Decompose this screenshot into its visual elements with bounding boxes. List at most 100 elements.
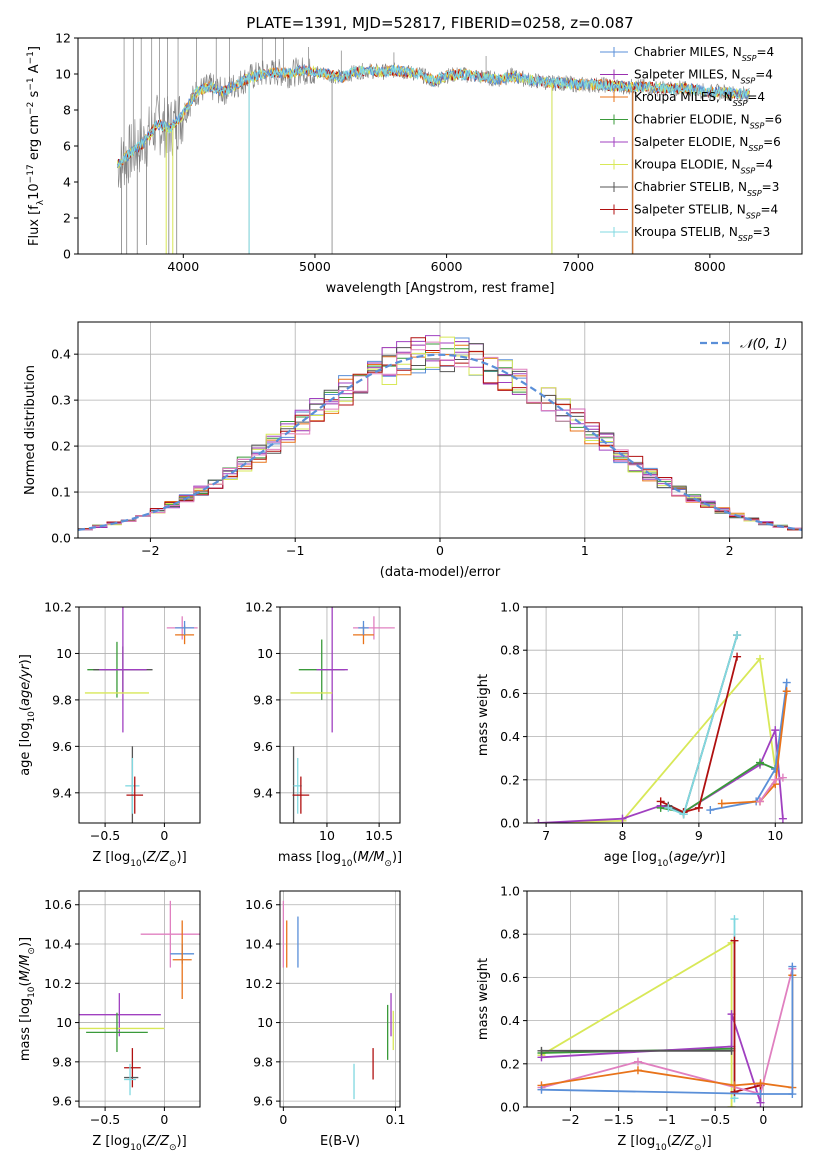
age_vs_mass-ytick-label: 10 bbox=[257, 646, 273, 661]
spectrum-model-line bbox=[117, 63, 750, 168]
weight_vs_age-plot-area bbox=[534, 631, 791, 823]
age_vs_mass-ytick-label: 9.6 bbox=[253, 739, 273, 754]
weight_vs_Z-frame bbox=[526, 890, 803, 1108]
weight_vs_age-ytick-label: 0.0 bbox=[500, 816, 520, 831]
residuals-xtick-label: −1 bbox=[286, 543, 304, 558]
legend-label: Salpeter STELIB, NSSP=4 bbox=[634, 203, 778, 221]
normal-legend-label: 𝒩(0, 1) bbox=[740, 337, 787, 352]
weight_vs_age-frame bbox=[526, 606, 803, 824]
age_vs_Z-xtick-label: −0.5 bbox=[90, 828, 120, 843]
age_vs_Z-ylabel: age [log10(age/yr)] bbox=[18, 654, 37, 776]
residuals-panel: −2 −1 0 1 2 0.0 0.1 0.2 0.3 0.4 (data-model)/error… bbox=[23, 321, 803, 580]
weight-series bbox=[541, 941, 733, 1107]
age_vs_mass-frame bbox=[279, 606, 401, 824]
weight-marker bbox=[534, 819, 543, 823]
mass_vs_ebv-xlabel: E(B-V) bbox=[320, 1134, 360, 1149]
weight-marker bbox=[664, 803, 673, 812]
weight_vs_age-ylabel: mass weight bbox=[476, 674, 491, 756]
mass_vs_Z-ytick-label: 10.4 bbox=[44, 937, 72, 952]
weight_vs_Z-ytick-label: 0.6 bbox=[500, 970, 520, 985]
residuals-xtick-label: 2 bbox=[726, 543, 734, 558]
weight_vs_Z-xtick-label: −1.5 bbox=[603, 1112, 633, 1127]
weight-marker bbox=[694, 803, 703, 812]
age_vs_Z-frame bbox=[78, 606, 201, 824]
age_vs_Z-ytick-label: 10.2 bbox=[44, 600, 72, 615]
legend-label: Kroupa ELODIE, NSSP=4 bbox=[634, 158, 773, 176]
spectrum-ytick-label: 2 bbox=[63, 211, 71, 226]
mass_vs_ebv-xtick-label: 0 bbox=[279, 1112, 287, 1127]
weight-series bbox=[710, 682, 788, 811]
residuals-ytick-label: 0.0 bbox=[51, 531, 71, 546]
mass_vs_ebv-ytick-label: 10 bbox=[257, 1015, 273, 1030]
weight_vs_Z-ytick-label: 0.4 bbox=[500, 1013, 520, 1028]
residuals-plot-area bbox=[78, 335, 802, 531]
weight_vs_age-ytick-label: 0.8 bbox=[500, 643, 520, 658]
mass_vs_ebv-ytick-label: 9.6 bbox=[253, 1094, 273, 1109]
weight-marker bbox=[755, 797, 764, 806]
weight-marker bbox=[778, 814, 787, 823]
legend-label: Chabrier MILES, NSSP=4 bbox=[634, 45, 774, 63]
weight_vs_Z-ytick-label: 1.0 bbox=[500, 884, 520, 899]
weight-series bbox=[541, 966, 794, 1095]
age_vs_mass-ytick-label: 9.4 bbox=[253, 785, 273, 800]
mass_vs_ebv-ytick-label: 10.6 bbox=[245, 897, 273, 912]
weight_vs_Z-xtick-label: −1 bbox=[658, 1112, 676, 1127]
spectrum-panel: 4000 5000 6000 7000 8000 0 2 4 6 8 10 12 wavelength … bbox=[26, 31, 803, 296]
weight-marker bbox=[727, 1103, 736, 1107]
spectrum-ytick-label: 8 bbox=[63, 103, 71, 118]
weight-marker bbox=[730, 1081, 739, 1090]
age_vs_Z-panel: −0.5 0 9.4 9.6 9.8 10 10.2 Z [log10(Z/Z⊙)] age [… bbox=[18, 600, 201, 869]
spectrum-model-line bbox=[117, 65, 750, 169]
age_vs_Z-ytick-label: 10 bbox=[56, 646, 72, 661]
spectrum-ylabel: Flux [fλ10−17 erg cm−2 s−1 A−1] bbox=[26, 46, 46, 246]
weight_vs_Z-xtick-label: 0 bbox=[759, 1112, 767, 1127]
residuals-ytick-label: 0.3 bbox=[51, 393, 71, 408]
weight-series bbox=[667, 634, 738, 816]
age_vs_Z-plot-area bbox=[84, 607, 198, 823]
mass_vs_ebv-plot-area bbox=[282, 900, 394, 1100]
spectrum-xtick-label: 7000 bbox=[562, 259, 594, 274]
spectrum-ytick-label: 4 bbox=[63, 175, 71, 190]
weight-marker bbox=[537, 1046, 546, 1055]
mass_vs_ebv-xtick-label: 0.1 bbox=[386, 1112, 406, 1127]
weight-marker bbox=[733, 631, 742, 640]
weight-series bbox=[660, 761, 776, 814]
age_vs_mass-xtick-label: 10.5 bbox=[365, 828, 393, 843]
spectrum-ytick-label: 6 bbox=[63, 139, 71, 154]
weight-marker bbox=[788, 962, 797, 971]
weight-series bbox=[541, 1013, 762, 1103]
weight_vs_age-xtick-label: 8 bbox=[619, 828, 627, 843]
mass_vs_Z-panel: −0.5 0 9.6 9.8 10 10.2 10.4 10.6 Z [log10(Z/Z⊙)]… bbox=[18, 890, 201, 1153]
weight-marker bbox=[706, 806, 715, 815]
histogram-series bbox=[78, 341, 802, 531]
age_vs_Z-xtick-label: 0 bbox=[160, 828, 168, 843]
residuals-xlabel: (data-model)/error bbox=[380, 565, 501, 580]
mass_vs_Z-plot-area bbox=[79, 900, 200, 1096]
weight_vs_Z-xtick-label: −0.5 bbox=[700, 1112, 730, 1127]
figure-title: PLATE=1391, MJD=52817, FIBERID=0258, z=0… bbox=[246, 14, 633, 32]
mass_vs_ebv-ytick-label: 9.8 bbox=[253, 1054, 273, 1069]
legend-label: Chabrier ELODIE, NSSP=6 bbox=[634, 113, 782, 131]
age_vs_mass-panel: 10 10.5 9.4 9.6 9.8 10 10.2 mass [log10(M/M⊙)] bbox=[245, 600, 402, 870]
mass_vs_Z-xlabel: Z [log10(Z/Z⊙)] bbox=[92, 1134, 186, 1153]
age_vs_Z-xlabel: Z [log10(Z/Z⊙)] bbox=[92, 850, 186, 869]
age_vs_Z-ytick-label: 9.4 bbox=[52, 785, 72, 800]
weight-marker bbox=[756, 1079, 765, 1088]
spectrum-ytick-label: 10 bbox=[55, 67, 71, 82]
spectrum-plot-area bbox=[117, 38, 750, 254]
residuals-xtick-label: −2 bbox=[141, 543, 159, 558]
mass_vs_Z-xtick-label: −0.5 bbox=[90, 1112, 120, 1127]
weight-marker bbox=[656, 797, 665, 806]
weight_vs_age-ytick-label: 0.4 bbox=[500, 729, 520, 744]
spectrum-legend: Chabrier MILES, NSSP=4 Salpeter MILES, NS… bbox=[600, 45, 782, 243]
weight-marker bbox=[756, 1090, 765, 1099]
weight-series bbox=[667, 634, 738, 816]
spectrum-ytick-label: 0 bbox=[63, 247, 71, 262]
age_vs_mass-xtick-label: 10 bbox=[319, 828, 335, 843]
age_vs_mass-plot-area bbox=[290, 607, 395, 823]
weight-marker bbox=[618, 814, 627, 823]
weight-marker bbox=[730, 936, 739, 945]
weight-series bbox=[733, 940, 761, 1094]
weight_vs_Z-ytick-label: 0.0 bbox=[500, 1100, 520, 1115]
